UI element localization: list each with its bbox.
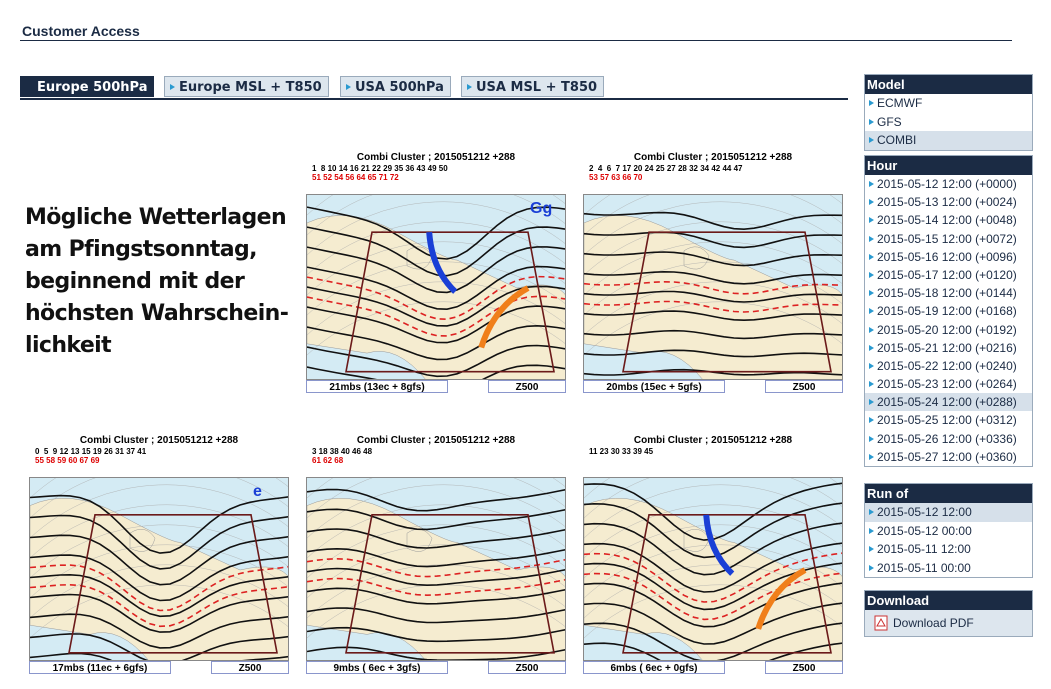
headline-line: am Pfingstsonntag, [25,237,257,262]
map-field: Z500 [765,661,843,674]
headline-line: Mögliche Wetterlagen [25,205,287,230]
map-title: Combi Cluster ; 2015051212 +288 [356,152,516,163]
panel-header: Run of [865,484,1032,503]
weather-map [29,477,289,661]
menu-item[interactable]: 2015-05-14 12:00 (+0048) [865,211,1032,229]
member-list: 51 52 54 56 64 65 71 72 [312,173,399,182]
menu-item[interactable]: 2015-05-11 00:00 [865,559,1032,578]
panel-header: Download [865,591,1032,610]
headline-line: lichkeit [25,333,112,358]
menu-item[interactable]: 2015-05-13 12:00 (+0024) [865,193,1032,211]
tab[interactable]: Europe 500hPa [20,76,155,97]
menu-item[interactable]: 2015-05-22 12:00 (+0240) [865,357,1032,375]
sidebar-panel: Run of 2015-05-12 12:00 2015-05-12 00:00 20… [864,483,1033,578]
menu-item[interactable]: GFS [865,113,1032,132]
menu-item[interactable]: 2015-05-12 12:00 (+0000) [865,175,1032,193]
map-caption: 9mbs ( 6ec + 3gfs) [306,661,448,674]
menu-item[interactable]: 2015-05-21 12:00 (+0216) [865,339,1032,357]
sidebar-panel: Model ECMWF GFS COMBI [864,74,1033,151]
member-list: 0 5 9 12 13 15 19 26 31 37 41 [35,447,147,456]
menu-item[interactable]: 2015-05-20 12:00 (+0192) [865,321,1032,339]
menu-item[interactable]: 2015-05-26 12:00 (+0336) [865,430,1032,448]
menu-item[interactable]: 2015-05-12 12:00 [865,503,1032,522]
menu-item[interactable]: 2015-05-23 12:00 (+0264) [865,375,1032,393]
member-list: 3 18 38 40 46 48 [312,447,373,456]
divider [20,40,1012,41]
member-list: 55 58 59 60 67 69 [35,456,100,465]
panel-header: Hour [865,156,1032,175]
map-caption: 21mbs (13ec + 8gfs) [306,380,448,393]
menu-item[interactable]: COMBI [865,131,1032,150]
headline-line: beginnend mit der [25,269,245,294]
menu-item[interactable]: 2015-05-19 12:00 (+0168) [865,302,1032,320]
tab-underline [20,98,848,100]
map-annotation: Gg [530,200,553,217]
weather-map [306,194,566,380]
tab[interactable]: USA MSL + T850 [461,76,605,97]
map-field: Z500 [211,661,289,674]
weather-map [583,477,843,661]
map-annotation: e [253,483,262,500]
member-list: 11 23 30 33 39 45 [589,447,654,456]
map-caption: 6mbs ( 6ec + 0gfs) [583,661,725,674]
menu-item[interactable]: 2015-05-16 12:00 (+0096) [865,248,1032,266]
map-field: Z500 [488,380,566,393]
download-link[interactable]: Download PDF [865,610,1032,636]
menu-item[interactable]: 2015-05-15 12:00 (+0072) [865,230,1032,248]
panel-header: Model [865,75,1032,94]
member-list: 53 57 63 66 70 [589,173,643,182]
menu-item[interactable]: 2015-05-25 12:00 (+0312) [865,411,1032,429]
menu-item[interactable]: 2015-05-11 12:00 [865,540,1032,559]
tab[interactable]: Europe MSL + T850 [164,76,329,97]
menu-item[interactable]: 2015-05-24 12:00 (+0288) [865,393,1032,412]
sidebar-panel: Hour 2015-05-12 12:00 (+0000) 2015-05-13 1… [864,155,1033,467]
map-caption: 20mbs (15ec + 5gfs) [583,380,725,393]
pdf-icon [874,615,888,631]
map-title: Combi Cluster ; 2015051212 +288 [356,435,516,446]
map-title: Combi Cluster ; 2015051212 +288 [79,435,239,446]
menu-item[interactable]: 2015-05-12 00:00 [865,522,1032,541]
map-title: Combi Cluster ; 2015051212 +288 [633,435,793,446]
map-caption: 17mbs (11ec + 6gfs) [29,661,171,674]
member-list: 2 4 6 7 17 20 24 25 27 28 32 34 42 44 47 [589,164,743,173]
member-list: 1 8 10 14 16 21 22 29 35 36 43 49 50 [312,164,448,173]
sidebar-panel: Download Download PDF [864,590,1033,637]
menu-item[interactable]: 2015-05-18 12:00 (+0144) [865,284,1032,302]
map-field: Z500 [488,661,566,674]
weather-map [583,194,843,380]
headline-line: höchsten Wahrschein- [25,301,289,326]
tab[interactable]: USA 500hPa [340,76,451,97]
menu-item[interactable]: 2015-05-17 12:00 (+0120) [865,266,1032,284]
menu-item[interactable]: 2015-05-27 12:00 (+0360) [865,448,1032,466]
map-title: Combi Cluster ; 2015051212 +288 [633,152,793,163]
member-list: 61 62 68 [312,456,344,465]
map-field: Z500 [765,380,843,393]
weather-map [306,477,566,661]
page-title: Customer Access [22,23,140,39]
menu-item[interactable]: ECMWF [865,94,1032,113]
